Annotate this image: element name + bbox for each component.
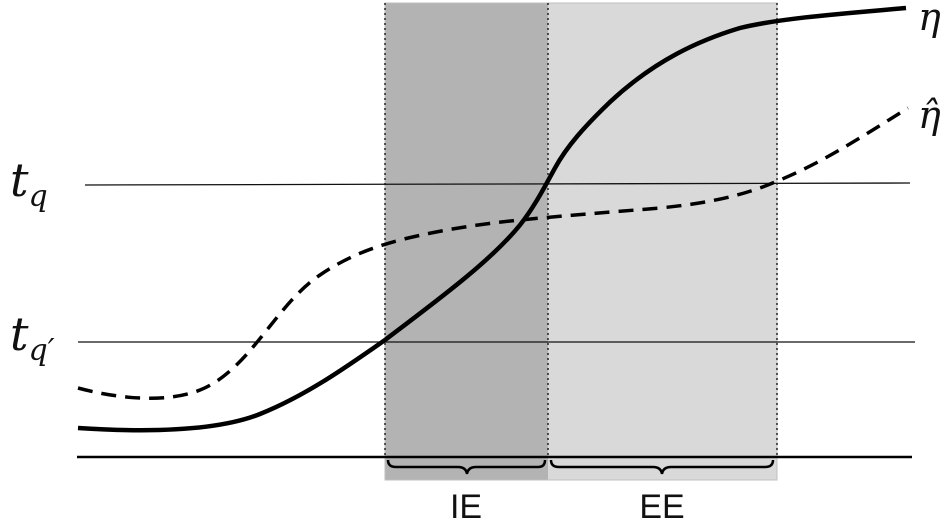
- eta-hat-curve: [77, 106, 909, 400]
- eta-hat-label: η̂: [918, 93, 941, 137]
- ee-label: EE: [639, 488, 684, 526]
- region-outline: [384, 2, 778, 481]
- ee-brace: [549, 459, 775, 475]
- eta-label: η: [918, 0, 941, 39]
- eta-curve: [77, 5, 907, 433]
- tqprime-label: tq′: [10, 307, 55, 368]
- tq-label: tq: [10, 153, 48, 214]
- ee-region: [548, 3, 777, 480]
- ie-region: [385, 3, 548, 480]
- ie-brace: [386, 459, 547, 475]
- ie-label: IE: [450, 488, 482, 526]
